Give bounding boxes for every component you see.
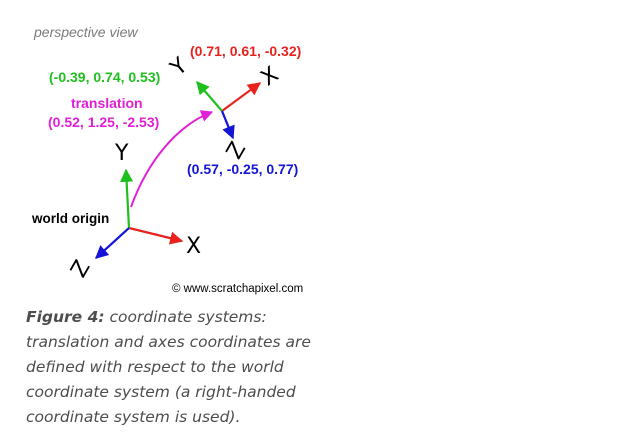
view-label: perspective view: [33, 24, 138, 40]
local-z-axis: [220, 110, 235, 140]
local-x-axis: [221, 82, 262, 112]
world-z-axis: [95, 227, 130, 259]
local-y-axis: [196, 81, 223, 112]
translation-label: translation: [71, 95, 143, 111]
world-y-letter: Y: [114, 141, 129, 166]
local-y-letter: Y: [165, 53, 193, 82]
local-z-letter: Z: [222, 138, 251, 164]
figure-caption-title: Figure 4:: [26, 308, 105, 326]
world-x-axis: [128, 226, 184, 245]
world-x-letter: X: [186, 234, 201, 259]
world-origin-label: world origin: [31, 211, 109, 226]
translation-curve: [130, 110, 214, 208]
local-y-coords: (-0.39, 0.74, 0.53): [49, 69, 160, 85]
figure-caption: Figure 4: coordinate systems: translatio…: [26, 305, 346, 430]
local-x-letter: X: [257, 62, 284, 91]
world-y-axis: [120, 168, 134, 229]
local-x-coords: (0.71, 0.61, -0.32): [190, 43, 301, 59]
world-z-letter: Z: [66, 256, 95, 282]
local-z-coords: (0.57, -0.25, 0.77): [187, 161, 298, 177]
copyright-notice: © www.scratchapixel.com: [172, 283, 303, 295]
translation-coords: (0.52, 1.25, -2.53): [48, 114, 159, 130]
figure-caption-text: coordinate systems: translation and axes…: [26, 308, 311, 426]
